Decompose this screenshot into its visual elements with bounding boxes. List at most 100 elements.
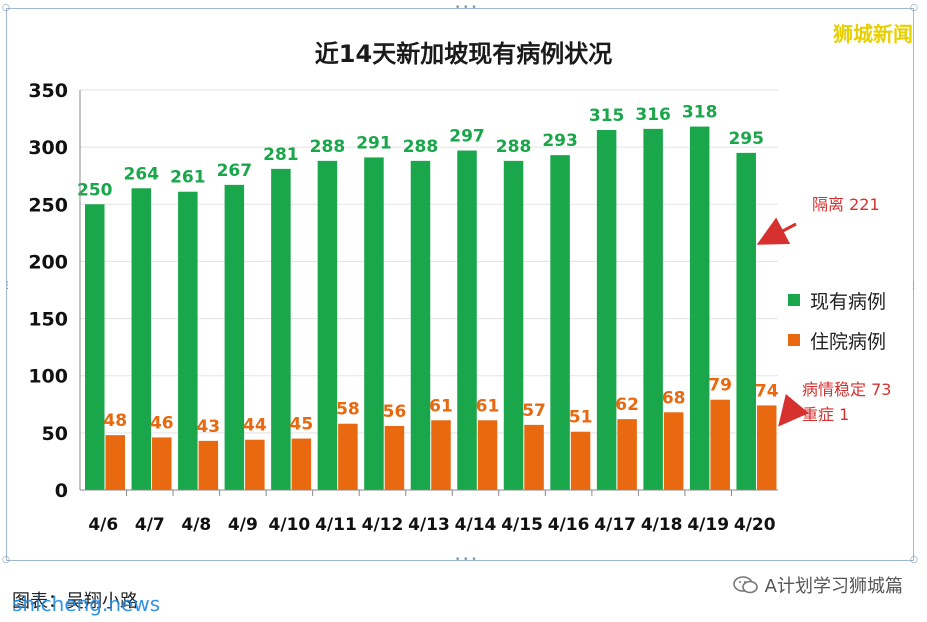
resize-handle-top-left[interactable]: ○ <box>2 3 10 13</box>
bar-active <box>178 191 198 490</box>
data-label-hospital: 79 <box>708 376 732 396</box>
legend-item-active: 现有病例 <box>788 288 887 313</box>
data-label-active: 291 <box>356 133 392 153</box>
data-label-hospital: 61 <box>429 396 453 416</box>
data-label-active: 297 <box>449 127 485 147</box>
resize-handle-top-right[interactable]: ○ <box>910 3 918 13</box>
bar-active <box>271 168 291 490</box>
x-tick-label: 4/16 <box>548 515 590 535</box>
bar-hospital <box>152 437 172 490</box>
resize-handle-bottom[interactable]: • • • <box>455 555 477 565</box>
footer-site-watermark: shicheng.news <box>12 592 161 616</box>
data-label-hospital: 45 <box>290 415 314 435</box>
footer-wechat-label: A计划学习狮城篇 <box>764 576 903 597</box>
data-label-hospital: 61 <box>476 396 500 416</box>
x-tick-label: 4/13 <box>408 515 450 535</box>
bar-hospital <box>431 420 451 490</box>
bar-hospital <box>245 439 265 490</box>
data-label-hospital: 48 <box>103 411 127 431</box>
data-label-hospital: 74 <box>755 381 779 401</box>
y-tick-label: 300 <box>28 137 68 159</box>
bar-hospital <box>524 424 544 490</box>
data-label-active: 288 <box>310 137 346 157</box>
data-label-active: 250 <box>77 180 113 200</box>
bar-active <box>689 126 710 491</box>
data-label-hospital: 51 <box>569 408 593 428</box>
annotation-isolation: 隔离 221 <box>812 195 880 214</box>
footer-wechat: A计划学习狮城篇 <box>732 572 903 598</box>
chart-title: 近14天新加坡现有病例状况 <box>314 40 613 68</box>
data-label-hospital: 57 <box>522 401 546 421</box>
hospital-arrow <box>778 393 809 427</box>
bar-active <box>736 152 756 490</box>
data-label-hospital: 43 <box>196 417 220 437</box>
bar-active <box>503 160 524 490</box>
x-tick-label: 4/19 <box>687 515 729 535</box>
resize-handle-right[interactable]: ⋮ <box>909 281 918 291</box>
bar-active <box>550 155 570 490</box>
bar-active <box>85 204 105 491</box>
data-label-active: 295 <box>728 129 764 149</box>
legend-label-hospital: 住院病例 <box>810 330 887 353</box>
bar-hospital <box>384 426 405 490</box>
bar-hospital <box>617 419 637 490</box>
y-tick-label: 200 <box>28 251 68 273</box>
bar-active <box>410 160 431 490</box>
data-label-active: 264 <box>124 164 160 184</box>
resize-handle-top[interactable]: • • • <box>455 3 477 13</box>
isolation-arrow <box>756 217 797 245</box>
data-label-active: 315 <box>589 106 625 126</box>
bar-active <box>457 150 477 491</box>
data-label-hospital: 68 <box>662 388 686 408</box>
annotation-stable: 病情稳定 73 <box>802 380 892 399</box>
legend-item-hospital: 住院病例 <box>788 328 887 353</box>
data-label-active: 261 <box>170 168 206 188</box>
y-tick-label: 250 <box>28 194 68 216</box>
bar-hospital <box>105 435 125 490</box>
x-tick-label: 4/17 <box>594 515 636 535</box>
data-label-hospital: 56 <box>383 402 407 422</box>
data-label-active: 288 <box>403 137 439 157</box>
bar-hospital <box>756 405 777 490</box>
legend-swatch-hospital <box>788 334 800 346</box>
bar-active <box>643 128 663 490</box>
bar-hospital <box>198 440 219 490</box>
y-tick-label: 350 <box>28 80 68 102</box>
legend-label-active: 现有病例 <box>810 290 887 313</box>
data-label-hospital: 44 <box>243 416 267 436</box>
bar-active <box>596 130 617 490</box>
data-label-active: 316 <box>635 105 671 125</box>
bar-hospital <box>477 420 498 490</box>
resize-handle-bottom-right[interactable]: ○ <box>910 555 918 565</box>
resize-handle-bottom-left[interactable]: ○ <box>2 555 10 565</box>
x-tick-label: 4/20 <box>734 515 776 535</box>
data-label-hospital: 62 <box>615 395 639 415</box>
data-label-active: 281 <box>263 145 299 165</box>
data-label-hospital: 46 <box>150 413 174 433</box>
data-label-hospital: 58 <box>336 400 360 420</box>
bar-hospital <box>338 423 358 490</box>
resize-handle-left[interactable]: ⋮ <box>3 281 12 291</box>
annotation-severe: 重症 1 <box>802 405 850 424</box>
x-tick-label: 4/6 <box>88 515 118 535</box>
x-tick-label: 4/18 <box>641 515 683 535</box>
bar-active <box>224 184 245 490</box>
y-tick-label: 150 <box>28 309 68 331</box>
x-tick-label: 4/14 <box>455 515 497 535</box>
x-tick-label: 4/9 <box>228 515 258 535</box>
x-tick-label: 4/7 <box>135 515 165 535</box>
data-label-active: 293 <box>542 131 578 151</box>
data-label-active: 318 <box>682 103 718 123</box>
bar-hospital <box>710 399 730 490</box>
wechat-icon <box>732 576 758 594</box>
bar-hospital <box>570 431 591 490</box>
x-tick-label: 4/11 <box>315 515 357 535</box>
data-label-active: 267 <box>217 161 253 181</box>
bar-hospital <box>291 438 312 490</box>
x-tick-label: 4/10 <box>269 515 311 535</box>
chart-legend: 现有病例 住院病例 <box>788 288 886 368</box>
bar-active <box>317 160 338 490</box>
footer-caption: 图表：吴翔小路 <box>12 591 138 612</box>
x-tick-label: 4/8 <box>181 515 211 535</box>
